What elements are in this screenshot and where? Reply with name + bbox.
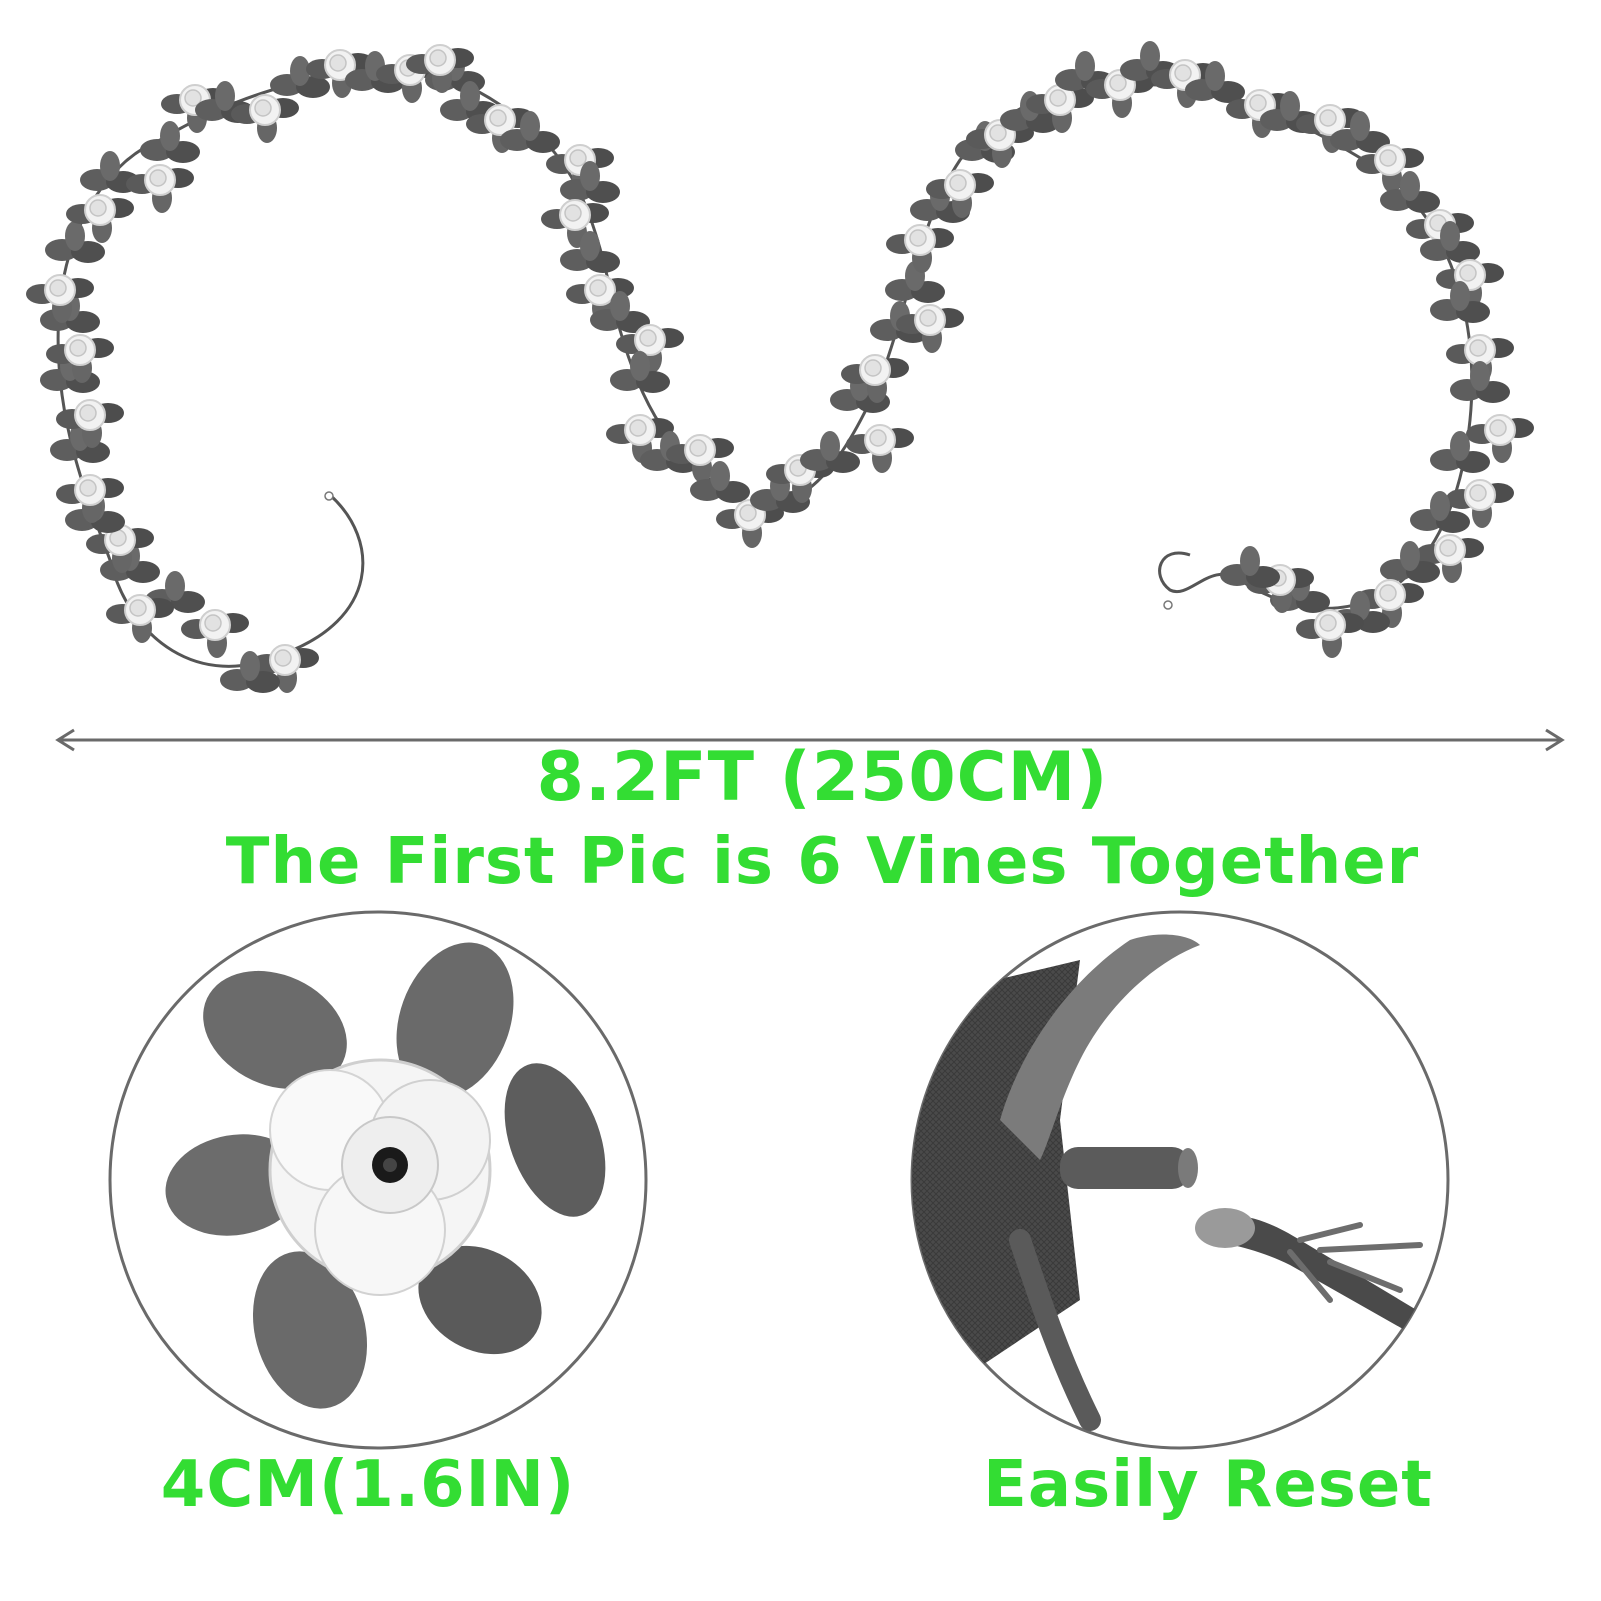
garland-vine [25, 41, 1535, 694]
easily-reset-caption: Easily Reset [983, 1448, 1433, 1522]
connector-closeup [910, 910, 1450, 1450]
length-arrow [55, 728, 1565, 752]
flower-closeup [108, 910, 648, 1450]
length-label: 8.2FT (250CM) [536, 738, 1109, 817]
first-pic-note: The First Pic is 6 Vines Together [225, 825, 1420, 899]
flower-size-caption: 4CM(1.6IN) [160, 1448, 576, 1522]
